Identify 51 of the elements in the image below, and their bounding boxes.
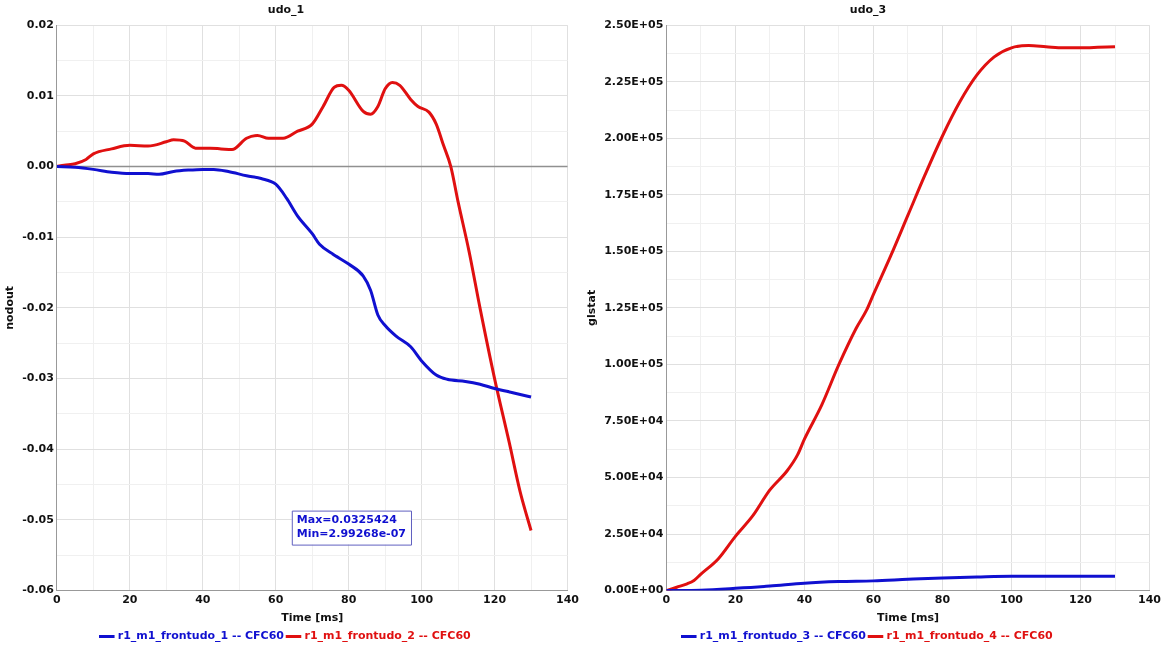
x-tick-label: 80 bbox=[341, 593, 357, 607]
annotation: Min=2.99268e-07 bbox=[296, 526, 406, 540]
x-tick-label: 40 bbox=[796, 593, 813, 607]
y-tick-label: -0.04 bbox=[22, 442, 55, 456]
y-tick-label: 7.50E+04 bbox=[604, 413, 664, 427]
y-tick-label: -0.06 bbox=[22, 583, 55, 597]
x-tick-label: 60 bbox=[268, 593, 284, 607]
x-axis-title: Time [ms] bbox=[281, 611, 344, 625]
y-axis-title: nodout bbox=[3, 285, 17, 330]
x-axis-title: Time [ms] bbox=[876, 611, 939, 625]
y-tick-label: 1.75E+05 bbox=[604, 187, 664, 201]
x-tick-label: 120 bbox=[483, 593, 507, 607]
line-series bbox=[666, 44, 1117, 591]
y-tick-label: 2.00E+05 bbox=[604, 131, 664, 145]
x-tick-label: 100 bbox=[999, 593, 1024, 607]
y-tick-label: 0.00E+00 bbox=[604, 583, 664, 597]
x-tick-label: 0 bbox=[662, 593, 671, 607]
x-tick-label: 140 bbox=[1138, 593, 1162, 607]
x-tick-label: 40 bbox=[195, 593, 211, 607]
x-tick-label: 0 bbox=[53, 593, 62, 607]
x-tick-label: 120 bbox=[1069, 593, 1093, 607]
y-tick-label: -0.01 bbox=[22, 230, 54, 244]
x-tick-label: 60 bbox=[865, 593, 882, 607]
y-tick-label: 1.00E+05 bbox=[604, 357, 664, 371]
line-series bbox=[56, 165, 533, 399]
chart-title: udo_1 bbox=[267, 3, 305, 17]
y-tick-label: 0.00 bbox=[26, 159, 55, 173]
y-tick-label: -0.03 bbox=[22, 371, 54, 385]
chart-title: udo_3 bbox=[849, 3, 887, 17]
y-tick-label: 5.00E+04 bbox=[604, 470, 664, 484]
y-tick-label: 1.50E+05 bbox=[604, 244, 664, 258]
legend-label: r1_m1_frontudo_1 -- CFC60 bbox=[117, 629, 285, 643]
x-tick-label: 20 bbox=[727, 593, 744, 607]
legend-label: r1_m1_frontudo_3 -- CFC60 bbox=[699, 629, 867, 643]
x-tick-label: 20 bbox=[122, 593, 138, 607]
legend-label: r1_m1_frontudo_2 -- CFC60 bbox=[304, 629, 472, 643]
legend-label: r1_m1_frontudo_4 -- CFC60 bbox=[886, 629, 1054, 643]
y-tick-label: -0.02 bbox=[22, 300, 54, 314]
annotation: Max=0.0325424 bbox=[296, 512, 398, 526]
x-tick-label: 100 bbox=[410, 593, 434, 607]
x-tick-label: 140 bbox=[556, 593, 580, 607]
y-axis-title: glstat bbox=[585, 289, 599, 326]
line-series bbox=[666, 574, 1117, 591]
y-tick-label: 2.25E+05 bbox=[604, 74, 664, 88]
y-tick-label: 0.02 bbox=[26, 18, 54, 32]
y-tick-label: -0.05 bbox=[22, 512, 54, 526]
y-tick-label: 1.25E+05 bbox=[604, 300, 664, 314]
y-tick-label: 0.01 bbox=[26, 88, 54, 102]
y-tick-label: 2.50E+04 bbox=[604, 526, 664, 540]
y-tick-label: 2.50E+05 bbox=[604, 18, 664, 32]
x-tick-label: 80 bbox=[934, 593, 951, 607]
